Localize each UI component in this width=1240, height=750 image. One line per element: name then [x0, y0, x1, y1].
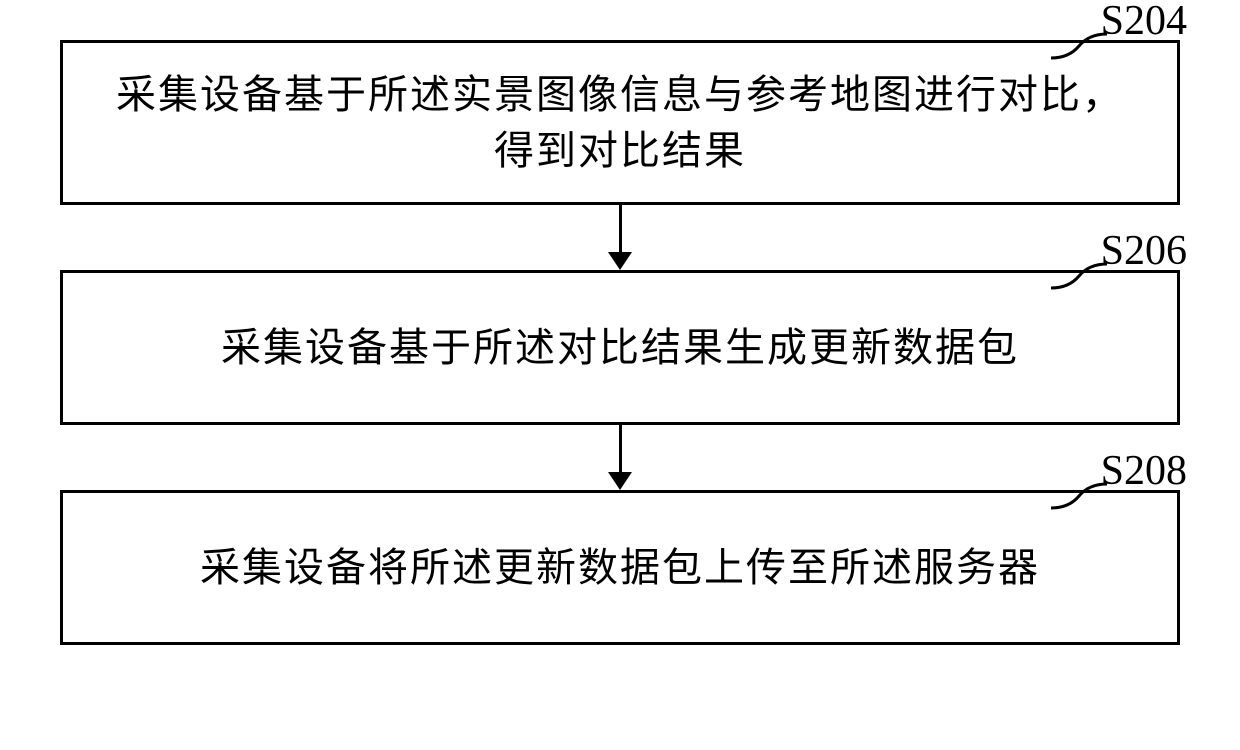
- arrow-s204-s206: [60, 205, 1180, 270]
- step-label-text: S206: [1101, 228, 1187, 274]
- step-text-s204: 采集设备基于所述实景图像信息与参考地图进行对比，得到对比结果: [103, 67, 1137, 179]
- label-connector-curve: [1049, 27, 1109, 63]
- arrow-line: [619, 425, 622, 475]
- step-text-s206: 采集设备基于所述对比结果生成更新数据包: [221, 320, 1019, 376]
- arrow-s206-s208: [60, 425, 1180, 490]
- step-text-s208: 采集设备将所述更新数据包上传至所述服务器: [200, 540, 1040, 596]
- step-box-s206: S206 采集设备基于所述对比结果生成更新数据包: [60, 270, 1180, 425]
- flowchart-container: S204 采集设备基于所述实景图像信息与参考地图进行对比，得到对比结果 S206…: [60, 40, 1180, 645]
- step-label-s204: S204: [1101, 0, 1187, 45]
- arrow-line: [619, 205, 622, 255]
- step-label-text: S208: [1101, 448, 1187, 494]
- step-box-s204: S204 采集设备基于所述实景图像信息与参考地图进行对比，得到对比结果: [60, 40, 1180, 205]
- arrow-head-icon: [608, 252, 632, 270]
- step-box-s208: S208 采集设备将所述更新数据包上传至所述服务器: [60, 490, 1180, 645]
- label-connector-curve: [1049, 477, 1109, 513]
- arrow-head-icon: [608, 472, 632, 490]
- step-label-s206: S206: [1101, 227, 1187, 275]
- step-label-text: S204: [1101, 0, 1187, 44]
- label-connector-curve: [1049, 257, 1109, 293]
- step-label-s208: S208: [1101, 447, 1187, 495]
